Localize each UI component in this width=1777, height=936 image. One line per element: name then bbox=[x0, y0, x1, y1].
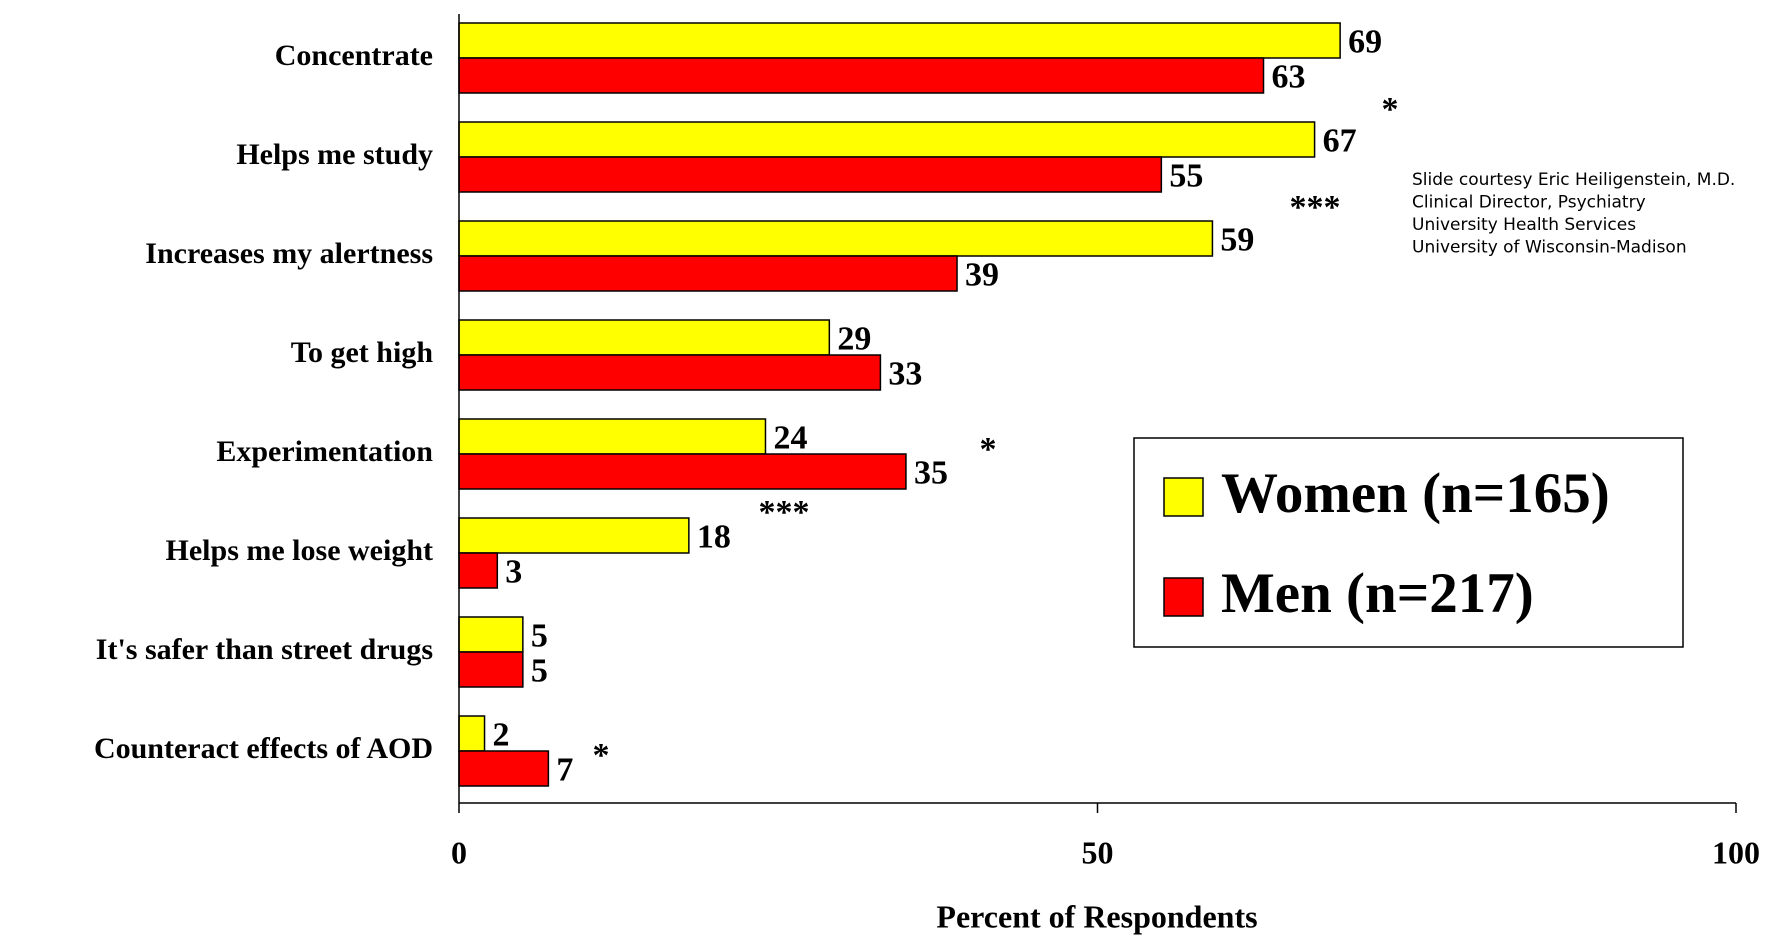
legend-label: Men (n=217) bbox=[1221, 562, 1534, 625]
data-label: 63 bbox=[1272, 58, 1306, 95]
legend-swatch bbox=[1163, 577, 1204, 617]
data-label: 67 bbox=[1323, 122, 1357, 159]
legend-label: Women (n=165) bbox=[1221, 462, 1610, 525]
bar bbox=[458, 22, 1341, 59]
annotation: *** bbox=[1290, 189, 1341, 226]
bar bbox=[458, 121, 1316, 158]
y-tick-label: Experimentation bbox=[216, 435, 433, 468]
bar bbox=[458, 418, 767, 455]
note: Clinical Director, Psychiatry bbox=[1412, 193, 1646, 213]
x-tick-label: 0 bbox=[451, 834, 467, 870]
bar bbox=[458, 651, 524, 688]
y-tick-label: Helps me lose weight bbox=[166, 534, 433, 567]
y-tick-label: Increases my alertness bbox=[145, 237, 433, 270]
data-label: 5 bbox=[531, 617, 548, 654]
data-label: 59 bbox=[1220, 221, 1254, 258]
annotation: * bbox=[593, 737, 610, 774]
note: University of Wisconsin-Madison bbox=[1412, 238, 1687, 258]
note: Slide courtesy Eric Heiligenstein, M.D. bbox=[1412, 170, 1735, 190]
bar bbox=[458, 616, 524, 653]
bar bbox=[458, 453, 907, 490]
bar bbox=[458, 552, 499, 589]
y-tick-label: Concentrate bbox=[275, 39, 433, 72]
bar bbox=[458, 750, 550, 787]
data-label: 55 bbox=[1169, 157, 1203, 194]
bar bbox=[458, 57, 1265, 94]
note: University Health Services bbox=[1412, 215, 1636, 235]
bar bbox=[458, 715, 486, 752]
bar bbox=[458, 156, 1163, 193]
x-tick-label: 100 bbox=[1712, 834, 1760, 870]
y-tick-label: Counteract effects of AOD bbox=[94, 732, 433, 765]
legend bbox=[1133, 437, 1684, 648]
data-label: 24 bbox=[773, 419, 807, 456]
data-label: 33 bbox=[888, 355, 922, 392]
data-label: 18 bbox=[697, 518, 731, 555]
data-label: 5 bbox=[531, 652, 548, 689]
y-tick-label: To get high bbox=[291, 336, 434, 369]
bar bbox=[458, 517, 690, 554]
data-label: 69 bbox=[1348, 23, 1382, 60]
data-label: 35 bbox=[914, 454, 948, 491]
annotation: *** bbox=[759, 494, 810, 531]
x-axis-label: Percent of Respondents bbox=[936, 898, 1257, 934]
y-tick-label: It's safer than street drugs bbox=[96, 633, 433, 666]
annotation: * bbox=[980, 431, 997, 468]
bar bbox=[458, 354, 882, 391]
annotation: * bbox=[1382, 91, 1399, 128]
legend-swatch bbox=[1163, 477, 1204, 517]
y-tick-label: Helps me study bbox=[236, 138, 433, 171]
data-label: 3 bbox=[505, 553, 522, 590]
bar bbox=[458, 255, 958, 292]
data-label: 29 bbox=[837, 320, 871, 357]
data-label: 7 bbox=[556, 751, 573, 788]
x-tick-label: 50 bbox=[1082, 834, 1114, 870]
data-label: 39 bbox=[965, 256, 999, 293]
bar bbox=[458, 319, 831, 356]
data-label: 2 bbox=[493, 716, 510, 753]
bar bbox=[458, 220, 1214, 257]
